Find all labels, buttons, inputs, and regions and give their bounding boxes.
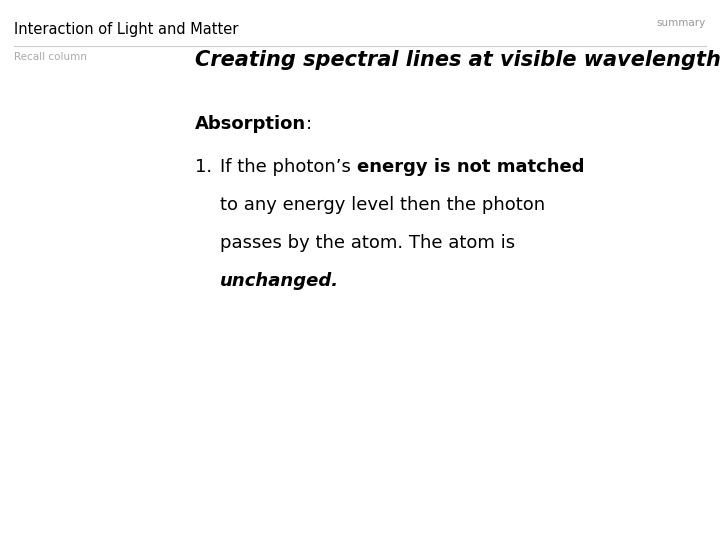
Text: unchanged.: unchanged. xyxy=(220,272,339,290)
Text: If the photon’s: If the photon’s xyxy=(220,158,356,176)
Text: Recall column: Recall column xyxy=(14,52,87,62)
Text: passes by the atom. The atom is: passes by the atom. The atom is xyxy=(220,234,515,252)
Text: energy is not matched: energy is not matched xyxy=(356,158,584,176)
Text: 1.: 1. xyxy=(195,158,212,176)
Text: summary: summary xyxy=(657,18,706,28)
Text: Absorption: Absorption xyxy=(195,115,306,133)
Text: Creating spectral lines at visible wavelengths: Creating spectral lines at visible wavel… xyxy=(195,50,720,70)
Text: :: : xyxy=(306,115,312,133)
Text: Interaction of Light and Matter: Interaction of Light and Matter xyxy=(14,22,238,37)
Text: to any energy level then the photon: to any energy level then the photon xyxy=(220,196,545,214)
